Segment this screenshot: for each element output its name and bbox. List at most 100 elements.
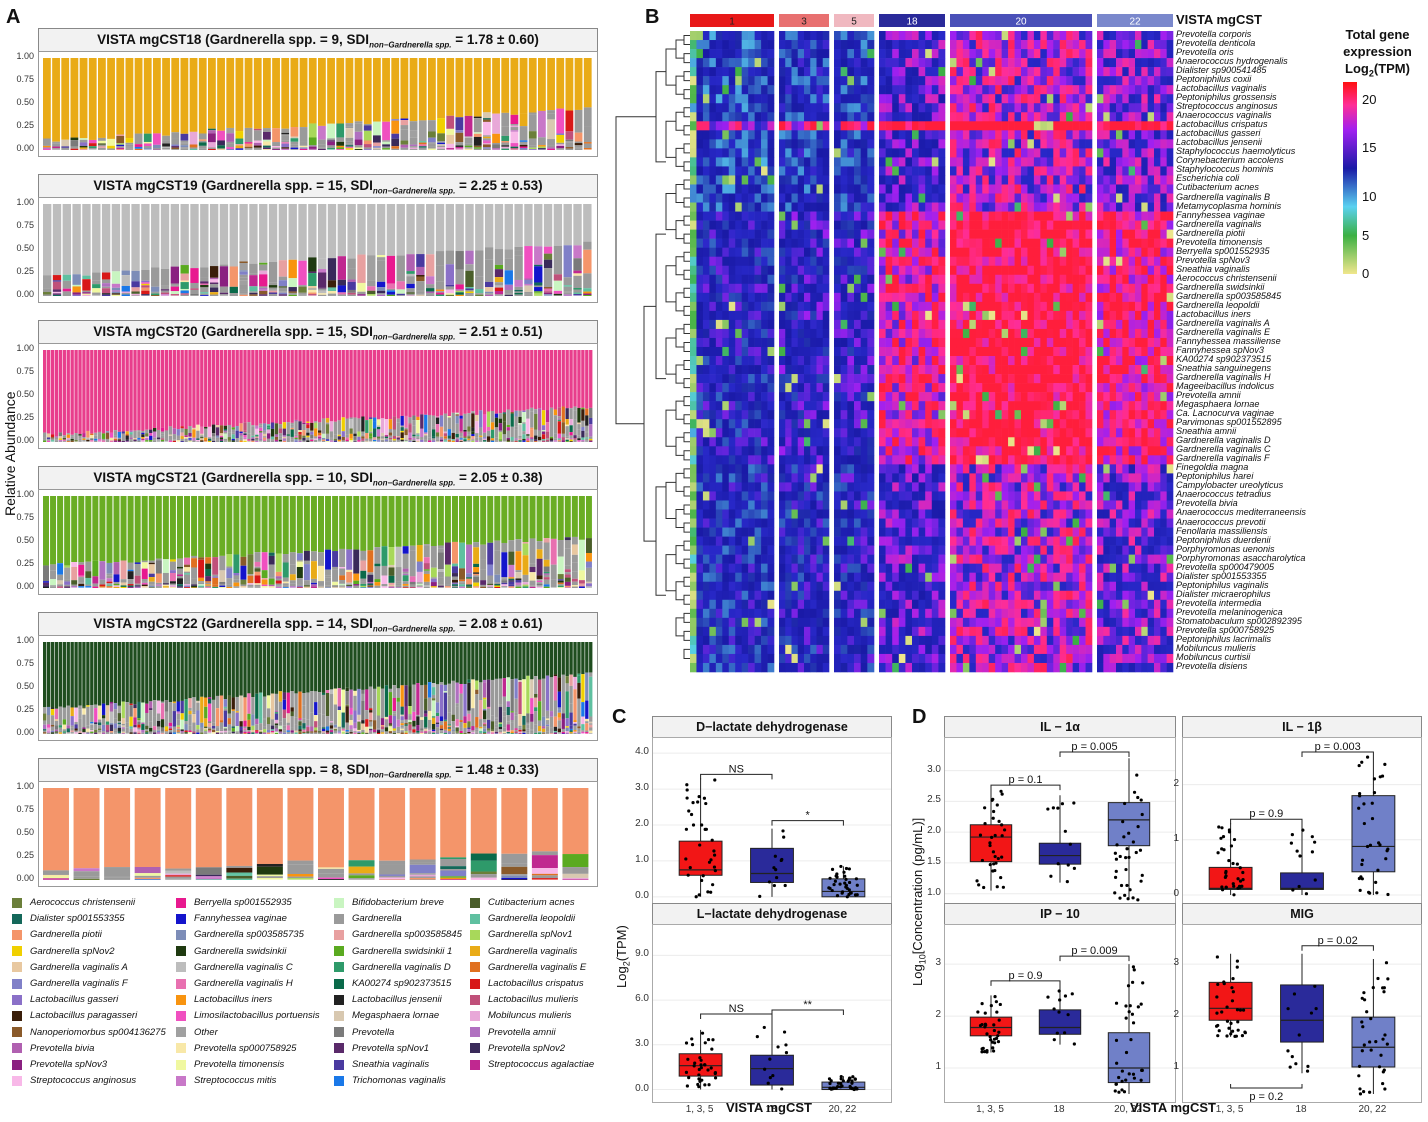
heatmap-cell: [785, 365, 792, 375]
bar-segment: [534, 294, 543, 296]
bar-segment: [64, 586, 71, 588]
heatmap-cell: [735, 653, 742, 664]
bar-segment: [294, 693, 298, 718]
bar-segment: [490, 681, 495, 716]
bar-segment: [577, 435, 581, 439]
heatmap-cell: [754, 184, 762, 194]
heatmap-cell: [722, 166, 730, 176]
bar-segment: [447, 695, 451, 713]
bar-segment: [451, 579, 458, 583]
heatmap-cell: [722, 383, 730, 393]
bar-segment: [259, 270, 268, 275]
bar-segment: [215, 350, 220, 426]
legend-swatch: [334, 1027, 344, 1038]
heatmap-cell: [741, 626, 749, 637]
bar-segment: [471, 439, 475, 441]
bar-segment: [79, 142, 88, 146]
heatmap-cell: [767, 464, 775, 474]
bar-segment: [557, 584, 564, 586]
y-tick-label: 0.50: [16, 681, 34, 691]
heatmap-cell: [779, 545, 786, 555]
legend-label: Lactobacillus crispatus: [488, 978, 584, 989]
heatmap-cell: [785, 401, 792, 411]
bar-segment: [226, 875, 253, 879]
bar-segment: [510, 679, 514, 712]
heatmap-cell: [761, 392, 768, 402]
bar-segment: [286, 733, 290, 734]
bar-segment: [465, 292, 474, 295]
bar-segment: [428, 710, 432, 720]
bar-segment: [353, 439, 357, 442]
bar-segment: [536, 558, 543, 576]
bar-segment: [369, 708, 373, 711]
bar-segment: [94, 729, 98, 733]
bar-segment: [172, 440, 176, 442]
bar-segment: [306, 437, 310, 441]
heatmap-cell: [735, 572, 742, 583]
bar-segment: [408, 441, 412, 442]
bar-segment: [205, 584, 212, 586]
bar-segment: [247, 693, 251, 714]
bar-segment: [409, 147, 418, 150]
heatmap-cell: [754, 536, 762, 546]
heatmap-cell: [702, 374, 710, 384]
legend-item: Gardnerella sp003585845: [334, 929, 462, 940]
heatmap-cell: [696, 410, 704, 420]
heatmap-cell: [722, 247, 730, 258]
bar-segment: [86, 437, 90, 440]
bar-segment: [369, 731, 373, 734]
legend-label: Gardnerella vaginalis F: [30, 978, 128, 989]
bar-segment: [239, 293, 248, 295]
bar-segment: [583, 249, 592, 274]
bar-segment: [392, 728, 396, 731]
bar-segment: [518, 731, 522, 734]
bar-segment: [275, 585, 282, 587]
bar-segment: [302, 731, 306, 734]
bar-segment: [226, 872, 253, 875]
bar-segment: [131, 295, 140, 296]
heatmap-cell: [779, 572, 786, 583]
bar-segment: [483, 440, 487, 442]
heatmap-cell: [767, 662, 775, 673]
heatmap-cell: [779, 644, 786, 655]
bar-segment: [412, 684, 416, 712]
bar-segment: [98, 146, 106, 148]
heatmap-cell: [748, 581, 755, 592]
bar-segment: [243, 422, 247, 431]
bar-segment: [288, 259, 297, 279]
bar-segment: [223, 350, 228, 426]
bar-segment: [247, 433, 251, 440]
y-tick-label: 1.00: [16, 489, 34, 499]
bar-segment: [349, 438, 353, 441]
bar-segment: [494, 550, 501, 575]
bar-segment: [553, 409, 558, 416]
bar-segment: [486, 719, 491, 729]
bar-segment: [514, 291, 523, 293]
heatmap-cell: [761, 202, 768, 212]
bar-segment: [169, 570, 176, 574]
bar-segment: [545, 724, 550, 727]
bar-segment: [563, 204, 572, 246]
bar-segment: [423, 569, 430, 571]
legend-swatch: [176, 929, 186, 940]
bar-segment: [189, 147, 198, 149]
bar-segment: [524, 285, 533, 292]
bar-segment: [514, 410, 518, 417]
bar-segment: [483, 437, 487, 439]
heatmap-cell: [709, 428, 717, 438]
bar-segment: [239, 695, 243, 722]
heatmap-cell: [785, 563, 792, 573]
bar-segment: [543, 559, 550, 567]
bar-segment: [471, 437, 475, 440]
bar-segment: [78, 562, 85, 565]
heatmap-cell: [735, 310, 742, 321]
bar-segment: [171, 149, 180, 150]
bar-segment: [444, 496, 451, 543]
heatmap-cell: [709, 184, 717, 194]
bar-segment: [406, 254, 415, 272]
bar-segment: [259, 204, 268, 263]
bar-segment: [226, 867, 253, 873]
bar-segment: [141, 285, 150, 288]
bar-segment: [451, 431, 455, 434]
bar-segment: [339, 585, 346, 587]
